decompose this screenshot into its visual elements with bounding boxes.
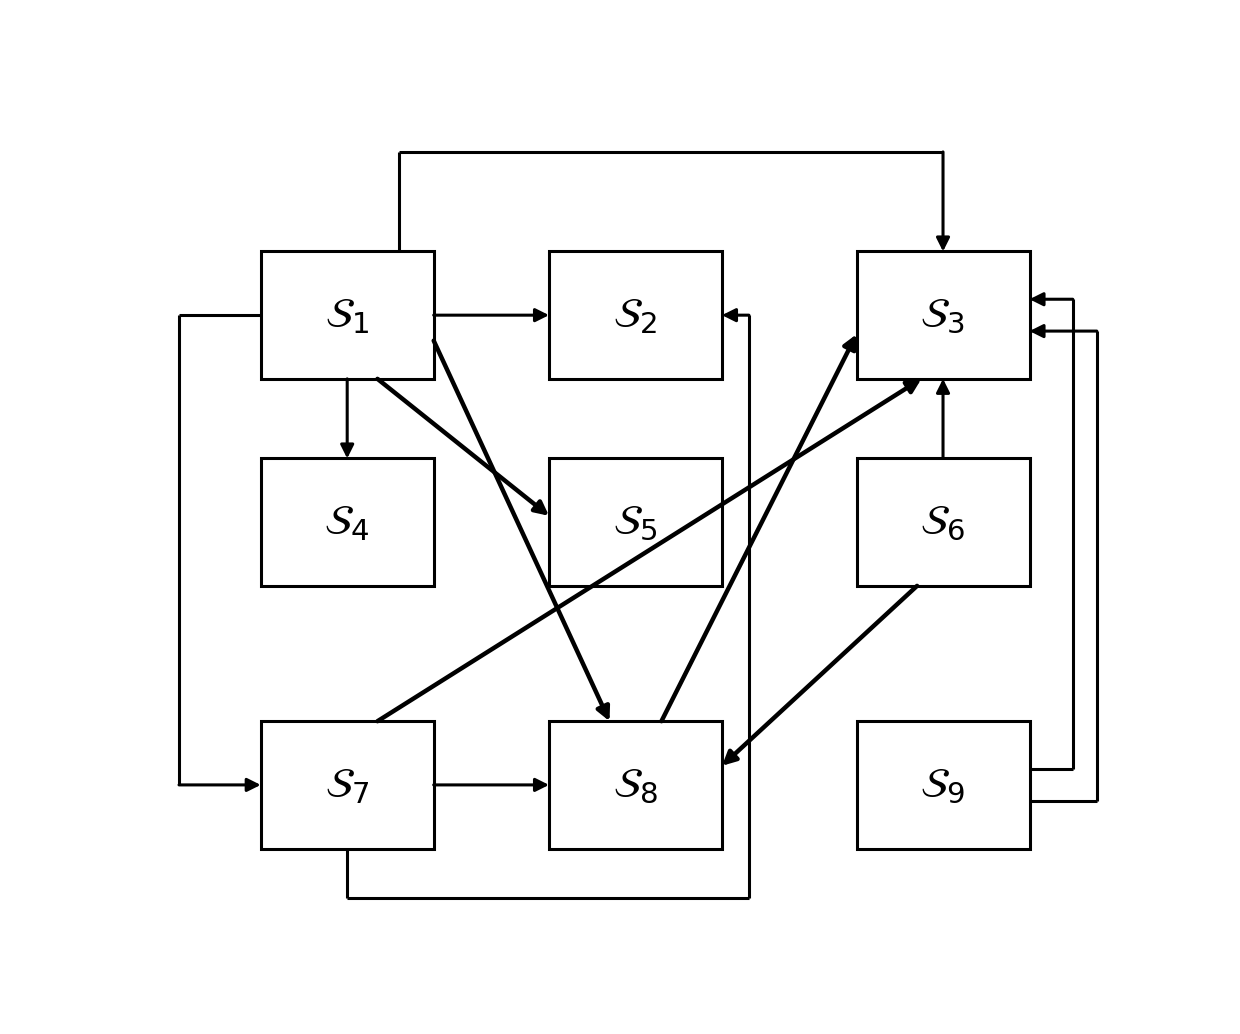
Text: $\mathcal{S}_5$: $\mathcal{S}_5$ bbox=[613, 501, 658, 543]
Bar bbox=[549, 251, 722, 378]
Bar bbox=[260, 722, 434, 849]
Bar bbox=[857, 251, 1029, 378]
Text: $\mathcal{S}_3$: $\mathcal{S}_3$ bbox=[920, 294, 966, 336]
Text: $\mathcal{S}_7$: $\mathcal{S}_7$ bbox=[325, 764, 370, 805]
Bar bbox=[260, 458, 434, 586]
Text: $\mathcal{S}_9$: $\mathcal{S}_9$ bbox=[920, 764, 966, 805]
Text: $\mathcal{S}_4$: $\mathcal{S}_4$ bbox=[325, 501, 370, 543]
Bar bbox=[857, 722, 1029, 849]
Bar bbox=[260, 251, 434, 378]
Bar bbox=[549, 722, 722, 849]
Text: $\mathcal{S}_1$: $\mathcal{S}_1$ bbox=[325, 294, 370, 336]
Text: $\mathcal{S}_6$: $\mathcal{S}_6$ bbox=[920, 501, 966, 543]
Text: $\mathcal{S}_2$: $\mathcal{S}_2$ bbox=[614, 294, 657, 336]
Text: $\mathcal{S}_8$: $\mathcal{S}_8$ bbox=[613, 764, 658, 805]
Bar bbox=[549, 458, 722, 586]
Bar bbox=[857, 458, 1029, 586]
